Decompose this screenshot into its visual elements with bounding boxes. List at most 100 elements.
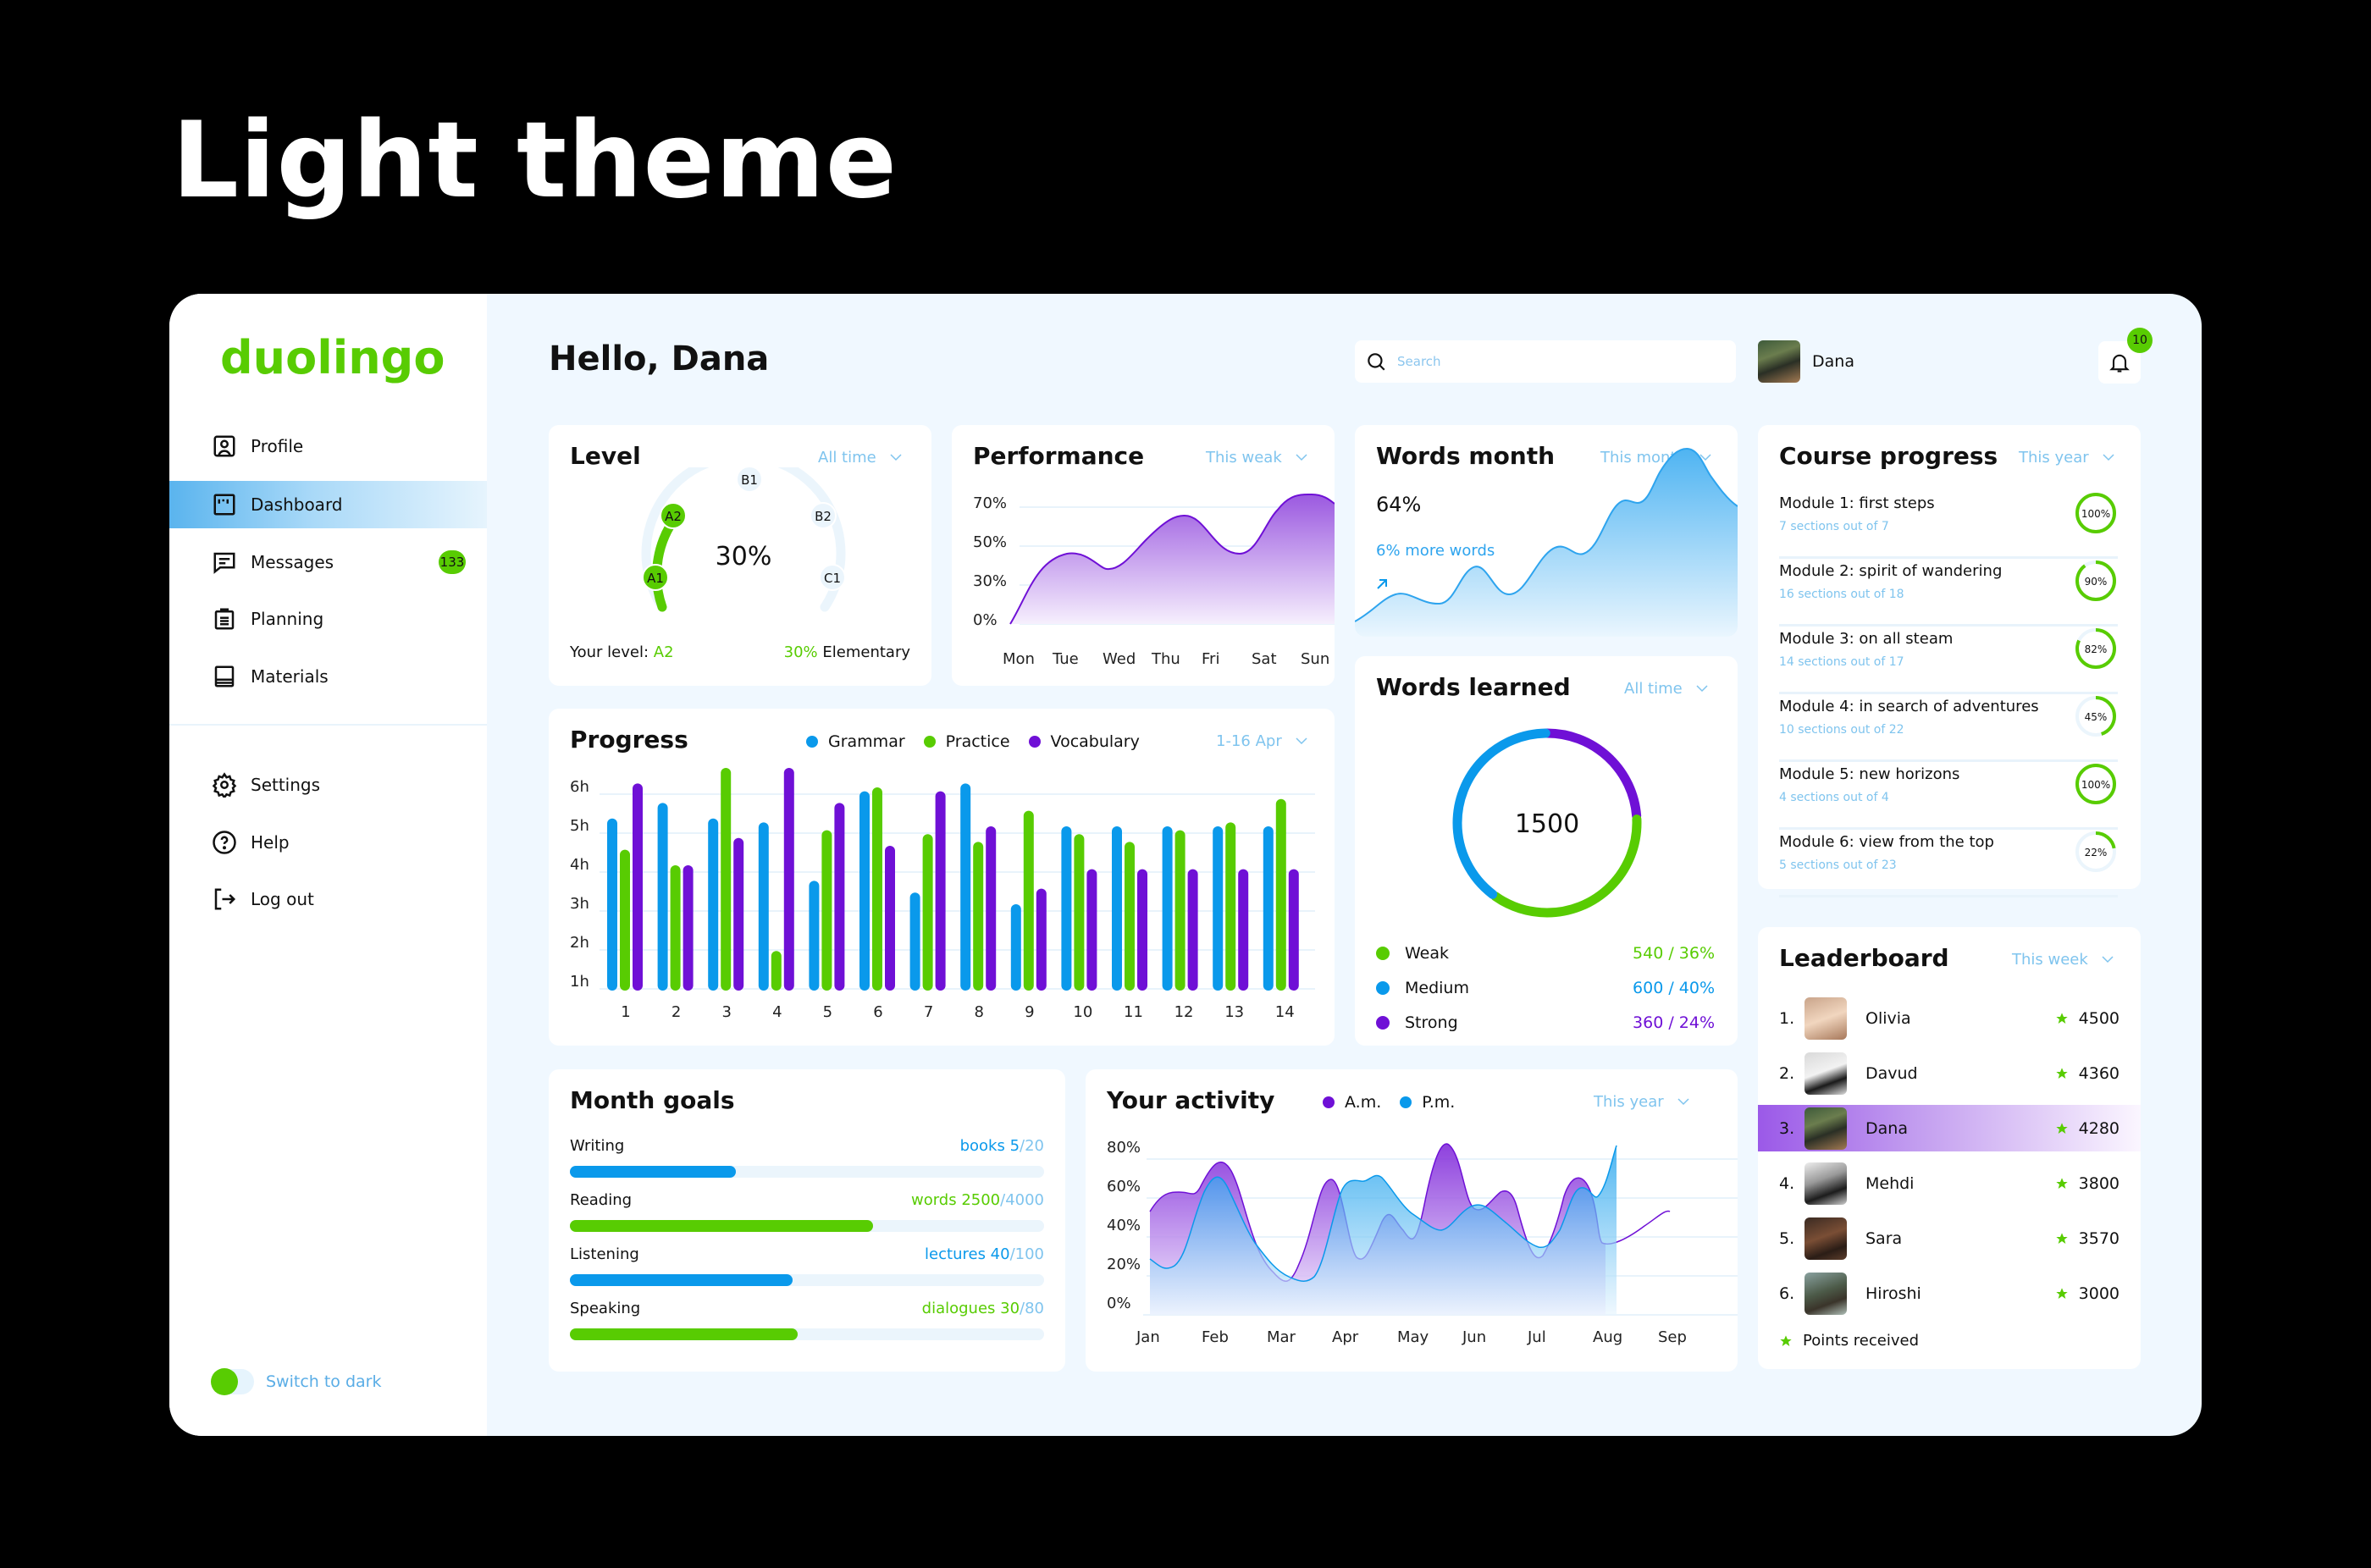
x-label: 2 [671,1003,682,1021]
bar-vocabulary [1036,888,1047,991]
chevron-down-icon [2103,454,2114,461]
sidebar-item-profile[interactable]: Profile [169,422,487,470]
course-module-item[interactable]: Module 2: spirit of wandering 16 section… [1779,559,2118,627]
sidebar-item-label: Settings [251,775,321,795]
goal-label: Writing [570,1137,625,1155]
sidebar-item-help[interactable]: Help [169,819,487,866]
course-module-item[interactable]: Module 6: view from the top 5 sections o… [1779,830,2118,897]
leaderboard-row[interactable]: 6. Hiroshi 3000 [1758,1270,2141,1317]
y-tick: 60% [1107,1178,1141,1195]
y-tick: 6h [570,778,589,796]
bell-icon [2109,354,2130,373]
leaderboard-row[interactable]: 4. Mehdi 3800 [1758,1160,2141,1206]
performance-chart [1009,493,1335,625]
bar-vocabulary [783,768,794,991]
legend-label: Grammar [828,732,905,751]
sidebar-item-materials[interactable]: Materials [169,653,487,700]
x-label: Feb [1202,1328,1229,1346]
points: 3800 [2078,1173,2120,1193]
y-tick: 30% [973,572,1008,590]
leaderboard-row[interactable]: 1. Olivia 4500 [1758,995,2141,1041]
search-icon [1368,353,1385,371]
x-label: Jun [1462,1328,1487,1346]
rank: 6. [1779,1284,1795,1303]
course-module-item[interactable]: Module 3: on all steam 14 sections out o… [1779,627,2118,694]
period-dropdown[interactable]: This year [2019,449,2114,467]
bar-grammar [960,783,971,991]
bar-grammar [758,822,769,991]
legend-dot-practice [923,736,936,748]
sidebar-item-planning[interactable]: Planning [169,595,487,643]
course-module-item[interactable]: Module 4: in search of adventures 10 sec… [1779,694,2118,762]
x-label: 8 [974,1003,984,1021]
legend-dot-grammar [806,736,818,748]
toggle-track[interactable] [211,1368,254,1395]
points-legend-label: Points received [1803,1332,1919,1350]
bar-practice [973,842,984,991]
leaderboard-row[interactable]: 3. Dana 4280 [1758,1105,2141,1151]
module-name: Module 2: spirit of wandering [1779,562,2003,580]
toggle-knob [211,1368,238,1395]
theme-toggle[interactable]: Switch to dark [211,1368,382,1395]
x-label: Thu [1152,650,1180,668]
period-dropdown[interactable]: All time [1624,680,1708,698]
course-module-item[interactable]: Module 5: new horizons 4 sections out of… [1779,762,2118,830]
x-label: 10 [1073,1003,1093,1021]
activity-area-chart [1143,1143,1738,1316]
sidebar-item-settings[interactable]: Settings [169,761,487,809]
user-profile-button[interactable]: Dana [1758,340,1854,383]
points: 3570 [2078,1228,2120,1248]
period-dropdown[interactable]: This week [2012,951,2114,969]
sidebar-item-label: Materials [251,666,329,687]
dashboard-icon [213,494,235,516]
leaderboard-row[interactable]: 2. Davud 4360 [1758,1050,2141,1096]
month-goals-card: Month goals Writing books 5/20 Reading word… [549,1069,1065,1372]
leaderboard-row[interactable]: 5. Sara 3570 [1758,1215,2141,1262]
chevron-down-icon [1699,454,1711,461]
bar-practice [1225,822,1236,991]
sidebar-item-dashboard[interactable]: Dashboard [169,481,487,528]
sidebar-divider [169,724,487,726]
search-input[interactable] [1397,354,1719,369]
rank: 3. [1779,1118,1795,1138]
row-label: Medium [1405,979,1469,997]
book-icon [214,665,235,687]
period-dropdown[interactable]: This weak [1206,449,1307,467]
x-label: Wed [1103,650,1136,668]
svg-text:B1: B1 [741,472,758,488]
star-icon [2055,1177,2068,1189]
sidebar-item-label: Planning [251,609,324,629]
notifications-button[interactable]: 10 [2098,328,2153,384]
goal-progress-bar [570,1274,1044,1286]
y-tick: 1h [570,973,589,991]
course-module-item[interactable]: Module 1: first steps 7 sections out of … [1779,491,2118,559]
svg-text:1500: 1500 [1515,809,1579,839]
points: 3000 [2078,1284,2120,1303]
goal-value: words 2500/4000 [910,1191,1044,1209]
points: 4280 [2078,1118,2120,1138]
logo[interactable]: duolingo [220,331,445,384]
progress-bar-chart [600,768,1315,991]
sidebar: duolingo Profile Dashboard Messages 133 … [169,294,487,1436]
dashboard-window: duolingo Profile Dashboard Messages 133 … [169,294,2202,1436]
sidebar-item-logout[interactable]: Log out [169,875,487,923]
gear-icon [212,772,237,798]
bar-grammar [1162,826,1173,991]
period-dropdown[interactable]: This year [1594,1093,1689,1111]
period-dropdown[interactable]: All time [818,449,902,467]
chevron-down-icon [1696,685,1708,693]
level-progress: 30% Elementary [784,643,910,661]
period-dropdown[interactable]: 1-16 Apr [1216,732,1307,750]
period-dropdown-label: All time [1624,680,1683,698]
search-bar[interactable] [1355,340,1736,383]
y-tick: 40% [1107,1217,1141,1234]
goal-value: books 5/20 [959,1137,1044,1155]
x-label: Jul [1528,1328,1546,1346]
sidebar-item-messages[interactable]: Messages 133 [169,538,487,586]
module-sections: 14 sections out of 17 [1779,655,1904,669]
x-label: 5 [822,1003,833,1021]
level-progress-name: Elementary [817,643,910,661]
period-dropdown[interactable]: This month [1600,449,1711,467]
row-label: Weak [1405,944,1450,963]
module-sections: 4 sections out of 4 [1779,791,1889,804]
